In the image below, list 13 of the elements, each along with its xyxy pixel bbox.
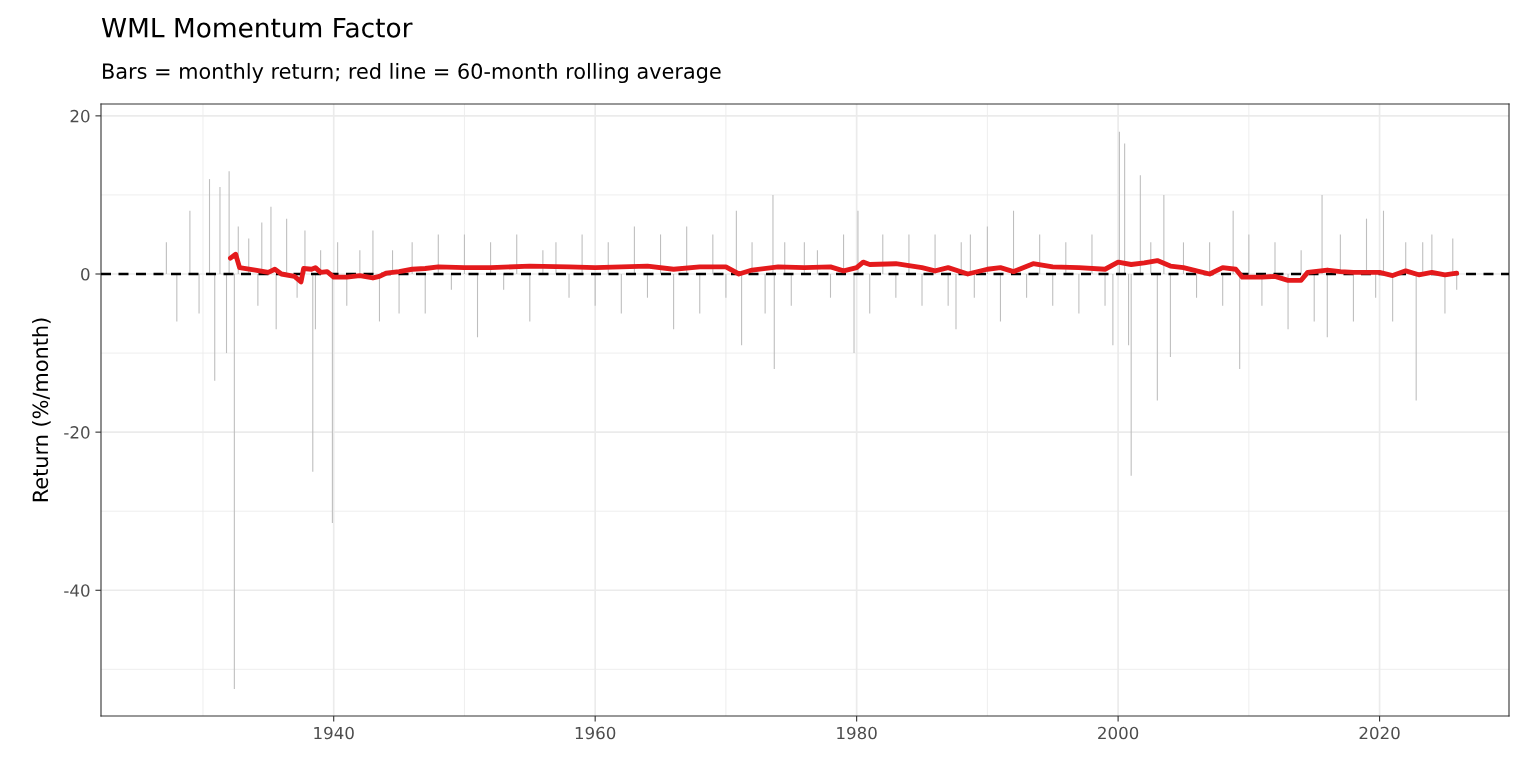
x-tick-label: 1980 [837, 726, 877, 740]
x-tick-label: 1940 [314, 726, 354, 740]
y-tick-label: -40 [64, 584, 90, 597]
x-tick-label: 2000 [1098, 726, 1139, 740]
y-axis-title: Return (%/month) [32, 318, 51, 502]
y-tick-label: 20 [70, 109, 90, 123]
chart-subtitle: Bars = monthly return; red line = 60-month rolling average [103, 62, 721, 84]
x-tick-label: 2020 [1359, 726, 1400, 740]
y-tick-label: -20 [64, 426, 90, 439]
chart-title: WML Momentum Factor [101, 18, 413, 38]
line-series [228, 251, 1460, 285]
y-tick-label: 0 [81, 267, 90, 281]
x-tick-label: 1960 [575, 726, 616, 740]
